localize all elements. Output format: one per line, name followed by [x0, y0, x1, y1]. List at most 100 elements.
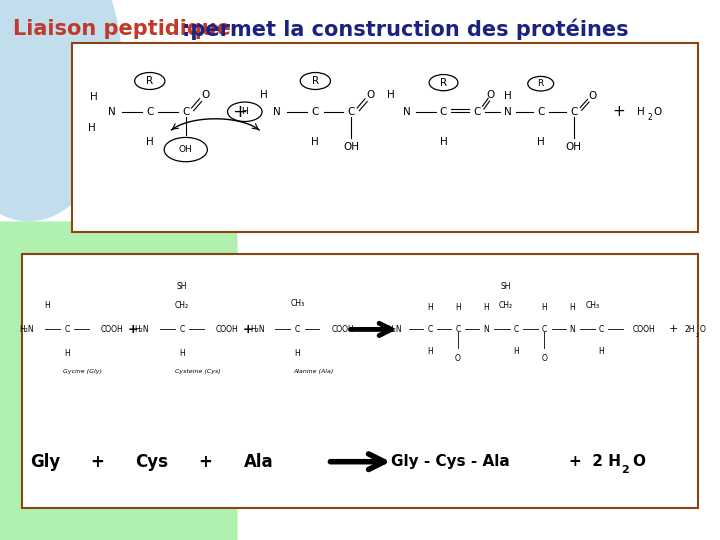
Text: OH: OH: [566, 142, 582, 152]
Text: Cysteine (Cys): Cysteine (Cys): [175, 369, 221, 374]
Text: O: O: [455, 354, 461, 362]
Text: +: +: [613, 104, 626, 119]
Text: C: C: [64, 325, 70, 334]
Text: C: C: [427, 325, 433, 334]
Text: H₂N: H₂N: [19, 325, 34, 334]
Text: O: O: [201, 90, 210, 99]
Text: H: H: [64, 349, 70, 358]
Text: C: C: [348, 107, 355, 117]
Text: H: H: [537, 137, 544, 147]
Text: H₂N: H₂N: [250, 325, 264, 334]
Text: H: H: [294, 349, 300, 358]
Text: C: C: [179, 325, 185, 334]
Text: O: O: [653, 107, 662, 117]
Text: COOH: COOH: [331, 325, 354, 334]
Text: O: O: [366, 90, 375, 99]
Text: C: C: [312, 107, 319, 117]
Text: COOH: COOH: [632, 325, 655, 334]
Text: N: N: [274, 107, 281, 117]
Text: Gly - Cys - Ala: Gly - Cys - Ala: [391, 454, 509, 469]
Text: O: O: [700, 325, 706, 334]
Text: C: C: [513, 325, 519, 334]
Ellipse shape: [0, 0, 122, 221]
Text: O: O: [632, 454, 645, 469]
Text: N: N: [504, 107, 511, 117]
Text: H: H: [637, 107, 644, 117]
FancyBboxPatch shape: [72, 43, 698, 232]
Text: N: N: [108, 107, 115, 117]
Text: C: C: [537, 107, 544, 117]
Text: C: C: [570, 107, 577, 117]
Text: COOH: COOH: [101, 325, 124, 334]
Text: CH₂: CH₂: [499, 301, 513, 309]
Text: H: H: [427, 347, 433, 355]
Text: COOH: COOH: [216, 325, 239, 334]
Text: +  2 H: + 2 H: [569, 454, 621, 469]
Text: H: H: [427, 303, 433, 312]
Text: H: H: [598, 347, 604, 355]
Text: CH₂: CH₂: [175, 301, 189, 309]
Text: H: H: [261, 90, 268, 99]
Text: C: C: [598, 325, 604, 334]
Text: R: R: [146, 76, 153, 86]
Text: :permet la construction des protéines: :permet la construction des protéines: [182, 19, 629, 40]
Text: +: +: [233, 103, 247, 121]
Text: OH: OH: [179, 145, 193, 154]
Text: H: H: [90, 92, 97, 102]
Text: O: O: [588, 91, 597, 100]
Text: 2: 2: [696, 333, 698, 339]
Text: SH: SH: [501, 282, 511, 291]
Text: N: N: [483, 325, 489, 334]
Text: SH: SH: [177, 282, 187, 291]
Text: +: +: [243, 323, 253, 336]
Text: R: R: [538, 79, 544, 88]
Text: C: C: [182, 107, 189, 117]
Text: +: +: [128, 323, 138, 336]
Text: C: C: [455, 325, 461, 334]
Text: C: C: [294, 325, 300, 334]
Text: H: H: [455, 303, 461, 312]
Text: H: H: [88, 123, 95, 133]
Text: OH: OH: [343, 143, 359, 152]
Text: 2: 2: [648, 113, 652, 122]
Text: N: N: [403, 107, 410, 117]
Text: H: H: [440, 137, 447, 147]
Text: H₂N: H₂N: [387, 325, 402, 334]
Text: R: R: [312, 76, 319, 86]
Text: CH₃: CH₃: [585, 301, 600, 309]
Text: H: H: [570, 303, 575, 312]
Text: Gly: Gly: [30, 453, 60, 471]
Text: Liaison peptidique: Liaison peptidique: [13, 19, 231, 39]
FancyBboxPatch shape: [0, 221, 238, 540]
Text: C: C: [440, 107, 447, 117]
Text: N: N: [570, 325, 575, 334]
Text: +: +: [90, 453, 104, 471]
Text: H: H: [179, 349, 185, 358]
Text: H: H: [541, 303, 547, 312]
Text: H: H: [241, 107, 248, 116]
Text: H: H: [44, 301, 50, 309]
Text: Cys: Cys: [135, 453, 168, 471]
Text: O: O: [486, 90, 495, 99]
Text: Alanine (Ala): Alanine (Ala): [293, 369, 333, 374]
Text: 2: 2: [621, 465, 629, 475]
Text: C: C: [473, 107, 480, 117]
Text: H: H: [483, 303, 489, 312]
Text: H: H: [146, 137, 153, 147]
Text: 2H: 2H: [685, 325, 695, 334]
Text: C: C: [541, 325, 547, 334]
Text: Gycine (Gly): Gycine (Gly): [63, 369, 102, 374]
Text: C: C: [146, 107, 153, 117]
FancyBboxPatch shape: [22, 254, 698, 508]
Text: H: H: [312, 137, 319, 147]
Text: H₂N: H₂N: [135, 325, 149, 334]
Text: CH₃: CH₃: [290, 299, 305, 308]
Text: +: +: [198, 453, 212, 471]
Text: +: +: [669, 325, 679, 334]
Text: Ala: Ala: [244, 453, 274, 471]
Text: O: O: [541, 354, 547, 362]
Text: H: H: [387, 90, 395, 99]
Text: R: R: [440, 78, 447, 87]
Text: H: H: [504, 91, 511, 100]
Text: H: H: [513, 347, 519, 355]
